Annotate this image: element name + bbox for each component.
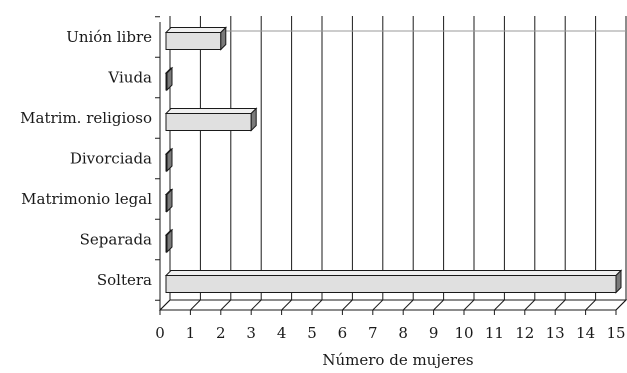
bar-1 xyxy=(166,68,172,90)
bar-front-0 xyxy=(166,33,221,50)
category-labels: Unión libre Viuda Matrim. religioso Divorci… xyxy=(20,28,152,289)
bar-top-0 xyxy=(166,28,226,33)
category-label-0: Unión libre xyxy=(66,28,152,46)
x-tick-label-9: 9 xyxy=(429,324,439,342)
x-tick-label-8: 8 xyxy=(398,324,408,342)
x-tick-label-14: 14 xyxy=(576,324,595,342)
x-tick-label-1: 1 xyxy=(186,324,196,342)
x-tick-label-11: 11 xyxy=(485,324,504,342)
bar-top-2 xyxy=(166,109,256,114)
category-label-4: Matrimonio legal xyxy=(21,190,152,208)
x-tick-label-3: 3 xyxy=(246,324,256,342)
x-tick-label-7: 7 xyxy=(368,324,378,342)
bar-4 xyxy=(166,190,172,212)
chart-bars xyxy=(166,28,621,293)
bar-3 xyxy=(166,149,172,171)
x-tick-label-2: 2 xyxy=(216,324,226,342)
bar-top-6 xyxy=(166,271,621,276)
bar-2 xyxy=(166,109,256,131)
category-label-2: Matrim. religioso xyxy=(20,109,152,127)
x-tick-label-12: 12 xyxy=(515,324,534,342)
x-tick-label-13: 13 xyxy=(546,324,565,342)
x-tick-label-10: 10 xyxy=(454,324,473,342)
bar-5 xyxy=(166,230,172,252)
bar-front-2 xyxy=(166,114,251,131)
bar-0 xyxy=(166,28,226,50)
category-label-3: Divorciada xyxy=(70,150,152,168)
x-tick-label-0: 0 xyxy=(155,324,165,342)
x-tick-label-15: 15 xyxy=(606,324,625,342)
category-label-6: Soltera xyxy=(97,271,152,289)
x-tick-label-5: 5 xyxy=(307,324,317,342)
category-label-1: Viuda xyxy=(107,69,152,87)
bar-6 xyxy=(166,271,621,293)
bar-front-6 xyxy=(166,276,616,293)
category-label-5: Separada xyxy=(80,231,152,249)
x-tick-labels: 0 1 2 3 4 5 6 7 8 9 10 11 12 13 14 15 xyxy=(155,324,625,342)
x-tick-label-6: 6 xyxy=(338,324,348,342)
chart-gridlines xyxy=(160,16,626,310)
x-axis-label: Número de mujeres xyxy=(322,351,473,369)
x-tick-label-4: 4 xyxy=(277,324,287,342)
